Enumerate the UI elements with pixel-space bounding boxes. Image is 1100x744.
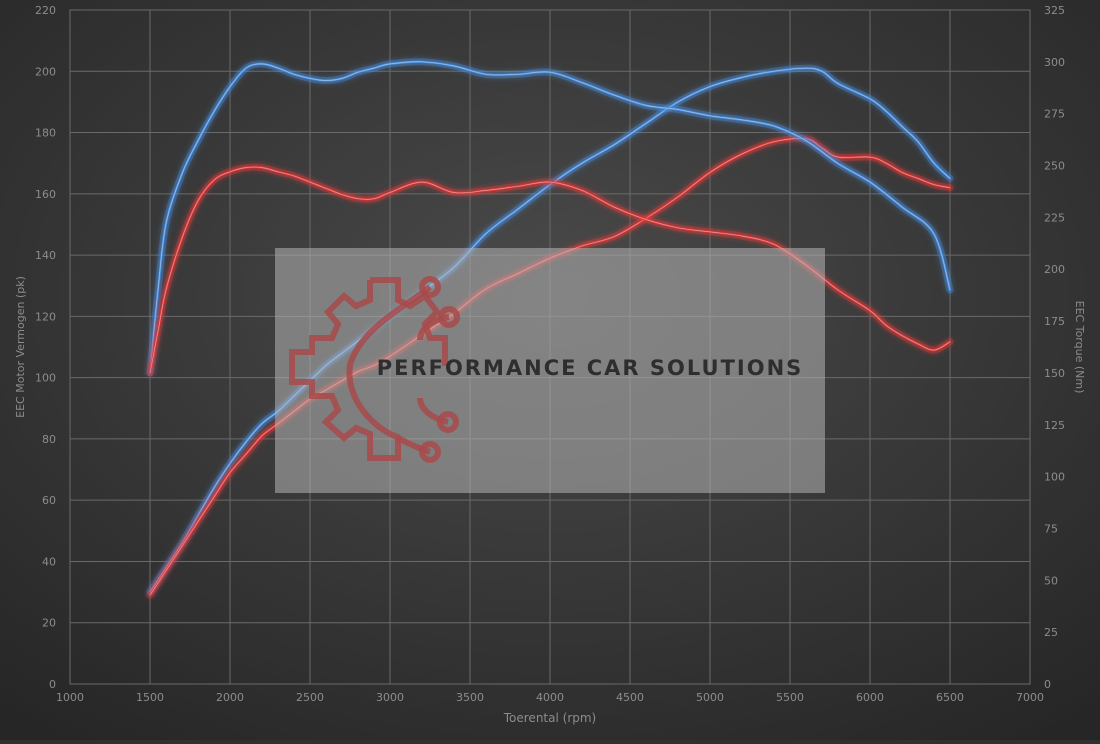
x-tick-label: 4500 — [616, 691, 644, 704]
y-tick-label: 160 — [35, 188, 56, 201]
y2-tick-label: 325 — [1044, 4, 1065, 17]
y2-tick-label: 275 — [1044, 108, 1065, 121]
x-tick-label: 1000 — [56, 691, 84, 704]
gear-logo-icon — [289, 276, 460, 463]
x-tick-label: 6500 — [936, 691, 964, 704]
y-tick-label: 80 — [42, 433, 56, 446]
y2-tick-label: 150 — [1044, 367, 1065, 380]
x-tick-label: 5500 — [776, 691, 804, 704]
x-tick-label: 4000 — [536, 691, 564, 704]
series-highlight-torque-blue — [149, 61, 951, 374]
y-tick-label: 20 — [42, 617, 56, 630]
x-tick-label: 5000 — [696, 691, 724, 704]
y2-tick-label: 75 — [1044, 522, 1058, 535]
y-tick-label: 220 — [35, 4, 56, 17]
watermark-panel — [275, 248, 825, 493]
y-tick-label: 60 — [42, 494, 56, 507]
y2-tick-label: 25 — [1044, 626, 1058, 639]
y2-tick-label: 225 — [1044, 211, 1065, 224]
y2-tick-label: 125 — [1044, 419, 1065, 432]
x-tick-label: 3500 — [456, 691, 484, 704]
y-tick-label: 40 — [42, 555, 56, 568]
y-axis-label: EEC Motor Vermogen (pk) — [14, 276, 27, 418]
y2-tick-label: 200 — [1044, 263, 1065, 276]
y-tick-label: 100 — [35, 372, 56, 385]
y-tick-labels: 0 20 40 60 80 100 120 140 160 180 200 220 — [35, 4, 56, 691]
y2-tick-label: 250 — [1044, 160, 1065, 173]
y2-tick-labels: 0 25 50 75 100 125 150 175 200 225 250 275 300 325 — [1044, 4, 1065, 691]
x-tick-labels: 1000 1500 2000 2500 3000 3500 4000 4500 5000 5500… — [56, 691, 1044, 704]
x-tick-label: 2000 — [216, 691, 244, 704]
y-tick-label: 0 — [49, 678, 56, 691]
x-axis-label: Toerental (rpm) — [503, 711, 596, 725]
series-highlight-torque-red — [149, 166, 951, 374]
x-tick-label: 1500 — [136, 691, 164, 704]
x-tick-label: 3000 — [376, 691, 404, 704]
y-tick-label: 120 — [35, 310, 56, 323]
y-tick-label: 180 — [35, 127, 56, 140]
series-highlight-power-blue — [149, 67, 951, 593]
x-tick-label: 6000 — [856, 691, 884, 704]
y-tick-label: 200 — [35, 65, 56, 78]
y2-tick-label: 300 — [1044, 56, 1065, 69]
series-line-torque-red — [148, 165, 952, 374]
watermark-text: PERFORMANCE CAR SOLUTIONS — [377, 356, 804, 380]
y2-tick-label: 50 — [1044, 574, 1058, 587]
y2-tick-label: 0 — [1044, 678, 1051, 691]
watermark: PERFORMANCE CAR SOLUTIONS — [275, 248, 825, 493]
x-tick-label: 7000 — [1016, 691, 1044, 704]
y2-tick-label: 175 — [1044, 315, 1065, 328]
series-line-power-blue — [148, 67, 952, 594]
series-line-torque-blue — [148, 60, 952, 374]
y-tick-label: 140 — [35, 249, 56, 262]
y2-tick-label: 100 — [1044, 471, 1065, 484]
y2-axis-label: EEC Torque (Nm) — [1073, 301, 1086, 394]
x-tick-label: 2500 — [296, 691, 324, 704]
